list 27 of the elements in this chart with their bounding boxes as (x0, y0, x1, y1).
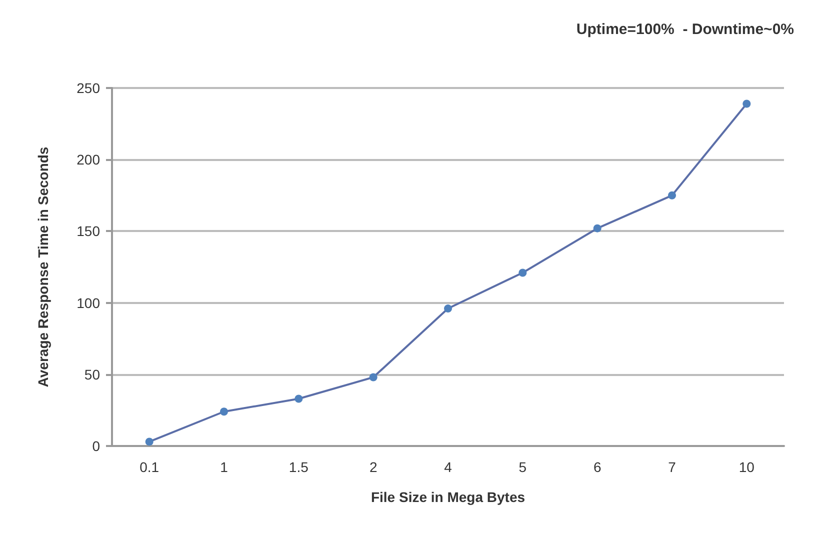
point (369, 373, 378, 382)
x-axis-title: File Size in Mega Bytes (370, 489, 526, 505)
point (220, 408, 228, 416)
x-tick-label: 10 (738, 459, 755, 475)
text: Uptime=100% - Downtime~0% (576, 21, 794, 38)
x-tick-label: 7 (668, 459, 676, 475)
point (742, 100, 751, 108)
y-tick-label: 0 (92, 438, 100, 454)
x-tick-label: 1.5 (288, 459, 309, 475)
y-tick-label: 250 (76, 80, 100, 96)
y-tick-label: 50 (84, 366, 100, 382)
x-tick-label: 1 (220, 459, 228, 475)
y-tick-label: 150 (76, 223, 100, 240)
x-tick-label: 6 (593, 459, 602, 475)
x-tick-label: 5 (518, 459, 527, 475)
point (444, 304, 452, 313)
point (668, 191, 676, 200)
y-tick-label: 100 (76, 294, 100, 311)
x-tick-label: 2 (369, 459, 378, 475)
point (518, 268, 527, 277)
point (593, 224, 602, 232)
point (145, 438, 154, 446)
x-tick-label: 4 (444, 459, 452, 475)
y-axis-title: Average Response Time in Seconds (35, 146, 51, 388)
point (294, 394, 303, 403)
x-tick-label: 0.1 (140, 459, 160, 475)
y-tick-label: 200 (76, 152, 100, 168)
